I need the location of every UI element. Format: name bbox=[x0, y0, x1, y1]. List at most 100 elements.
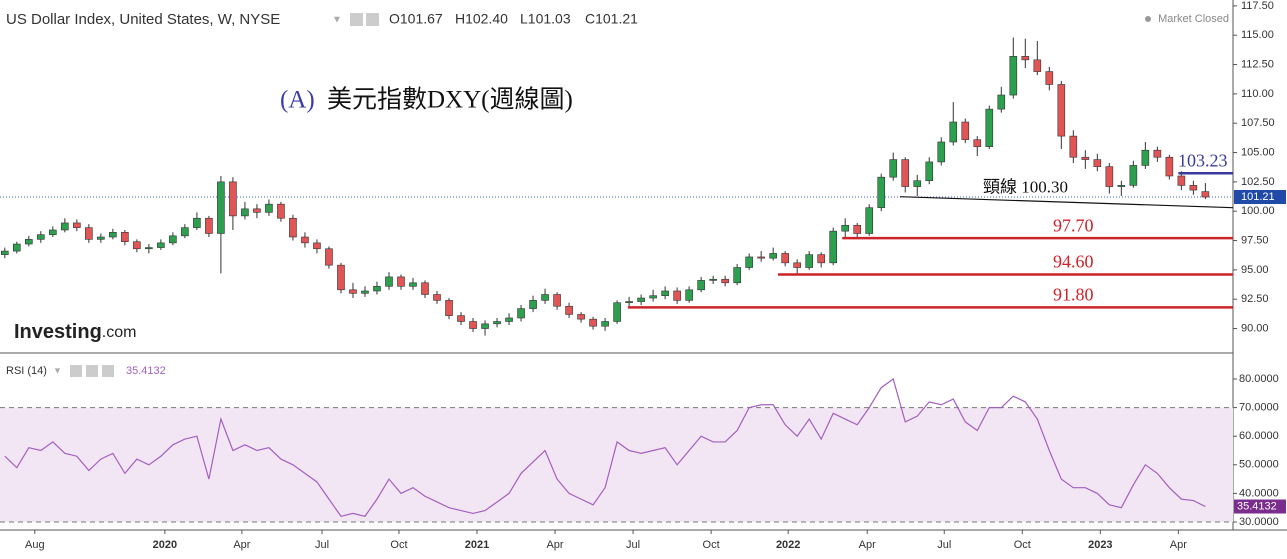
dropdown[interactable]: ▼ bbox=[332, 15, 342, 26]
neckline-label: 頸線 100.30 bbox=[983, 178, 1068, 197]
rsi-line bbox=[4, 378, 1206, 517]
candle-body bbox=[757, 256, 765, 259]
candle-body bbox=[877, 176, 886, 208]
ohlc-open: O101.67 bbox=[389, 11, 443, 27]
candle-body bbox=[1189, 185, 1198, 191]
rsi-name: RSI (14) bbox=[6, 365, 47, 377]
x-tick-label: Jul bbox=[315, 539, 329, 551]
x-tick-label: Oct bbox=[1014, 539, 1031, 551]
candle-body bbox=[625, 301, 633, 304]
candle-body bbox=[577, 314, 585, 320]
candle-body bbox=[61, 222, 69, 231]
symbol: US Dollar Index, United States, W, NYSE bbox=[6, 11, 280, 28]
ohlc-low: L101.03 bbox=[520, 11, 571, 27]
candle-body bbox=[229, 181, 237, 217]
candle-body bbox=[913, 180, 922, 187]
candle-body bbox=[529, 300, 537, 309]
settings-icon[interactable] bbox=[86, 365, 98, 377]
candle-body bbox=[385, 276, 393, 287]
dropdown[interactable]: ▼ bbox=[53, 365, 62, 375]
candle-body bbox=[1, 250, 9, 255]
candle-body bbox=[205, 217, 213, 234]
candle-body bbox=[217, 181, 225, 234]
y-tick-label: 95.00 bbox=[1241, 264, 1269, 276]
candle-body bbox=[409, 282, 417, 287]
x-tick-label: Oct bbox=[390, 539, 407, 551]
candle-body bbox=[469, 321, 477, 329]
candle-body bbox=[889, 159, 898, 178]
candle-body bbox=[193, 217, 201, 228]
candle-body bbox=[325, 248, 333, 266]
x-tick-label: Apr bbox=[546, 539, 563, 551]
y-tick-label: 60.0000 bbox=[1239, 430, 1279, 442]
candle-body bbox=[1021, 56, 1030, 61]
candle-body bbox=[961, 121, 970, 140]
market-status: Market Closed bbox=[1158, 13, 1229, 25]
candle-body bbox=[589, 318, 597, 327]
settings-icon[interactable] bbox=[102, 365, 114, 377]
y-tick-label: 117.50 bbox=[1241, 0, 1274, 12]
candle-body bbox=[517, 308, 525, 319]
candle-body bbox=[637, 297, 645, 302]
y-tick-label: 90.00 bbox=[1241, 322, 1269, 334]
candle-body bbox=[457, 315, 465, 322]
y-tick-label: 110.00 bbox=[1241, 88, 1274, 100]
ohlc-close: C101.21 bbox=[585, 11, 638, 27]
candle-body bbox=[1105, 166, 1114, 187]
candle-body bbox=[1153, 149, 1162, 158]
candle-body bbox=[1201, 191, 1210, 198]
candle-body bbox=[181, 227, 189, 237]
candle-body bbox=[397, 276, 405, 287]
y-tick-label: 115.00 bbox=[1241, 29, 1274, 41]
x-tick-label: Apr bbox=[1170, 539, 1187, 551]
y-tick-label: 40.0000 bbox=[1239, 487, 1279, 499]
y-tick-label: 70.0000 bbox=[1239, 402, 1279, 414]
candle-body bbox=[1069, 135, 1078, 158]
candle-body bbox=[433, 294, 441, 301]
candle-body bbox=[901, 159, 910, 187]
x-tick-label: Aug bbox=[25, 539, 45, 551]
candle-body bbox=[421, 282, 429, 295]
candle-body bbox=[241, 208, 249, 217]
candle-body bbox=[73, 222, 81, 228]
last-value-box bbox=[1234, 499, 1286, 514]
y-tick-label: 105.00 bbox=[1241, 146, 1275, 158]
candle-body bbox=[817, 254, 825, 264]
candle-body bbox=[145, 247, 153, 250]
candle-body bbox=[853, 224, 862, 234]
candle-body bbox=[985, 108, 994, 147]
candle-body bbox=[25, 239, 33, 245]
last-price-label: 101.21 bbox=[1241, 191, 1275, 203]
y-tick-label: 97.50 bbox=[1241, 234, 1269, 246]
settings-icon[interactable] bbox=[350, 13, 363, 26]
candle-body bbox=[1045, 71, 1054, 85]
settings-icon[interactable] bbox=[366, 13, 379, 26]
candle-body bbox=[121, 232, 129, 243]
y-tick-label: 112.50 bbox=[1241, 58, 1274, 70]
candle-body bbox=[865, 207, 874, 234]
candle-body bbox=[949, 121, 958, 143]
candle-body bbox=[781, 253, 789, 264]
candle-body bbox=[973, 139, 982, 147]
candle-body bbox=[277, 203, 285, 219]
x-tick-label: Apr bbox=[233, 539, 250, 551]
settings-icon[interactable] bbox=[70, 365, 82, 377]
x-tick-label: 2020 bbox=[153, 539, 177, 551]
y-tick-label: 107.50 bbox=[1241, 117, 1275, 129]
x-tick-label: 2022 bbox=[776, 539, 800, 551]
candle-body bbox=[1057, 84, 1066, 137]
logo-brand: Investing bbox=[14, 321, 102, 343]
candle-body bbox=[685, 289, 693, 301]
level-label: 103.23 bbox=[1178, 150, 1228, 170]
candle-body bbox=[937, 141, 946, 163]
candle-body bbox=[1033, 59, 1042, 72]
candle-body bbox=[169, 235, 177, 244]
candle-body bbox=[49, 229, 57, 235]
candle-body bbox=[97, 236, 105, 240]
candle-body bbox=[493, 321, 501, 325]
candle-body bbox=[1009, 56, 1018, 96]
candle-body bbox=[745, 256, 753, 268]
candle-body bbox=[661, 290, 669, 296]
y-tick-label: 100.00 bbox=[1241, 205, 1275, 217]
